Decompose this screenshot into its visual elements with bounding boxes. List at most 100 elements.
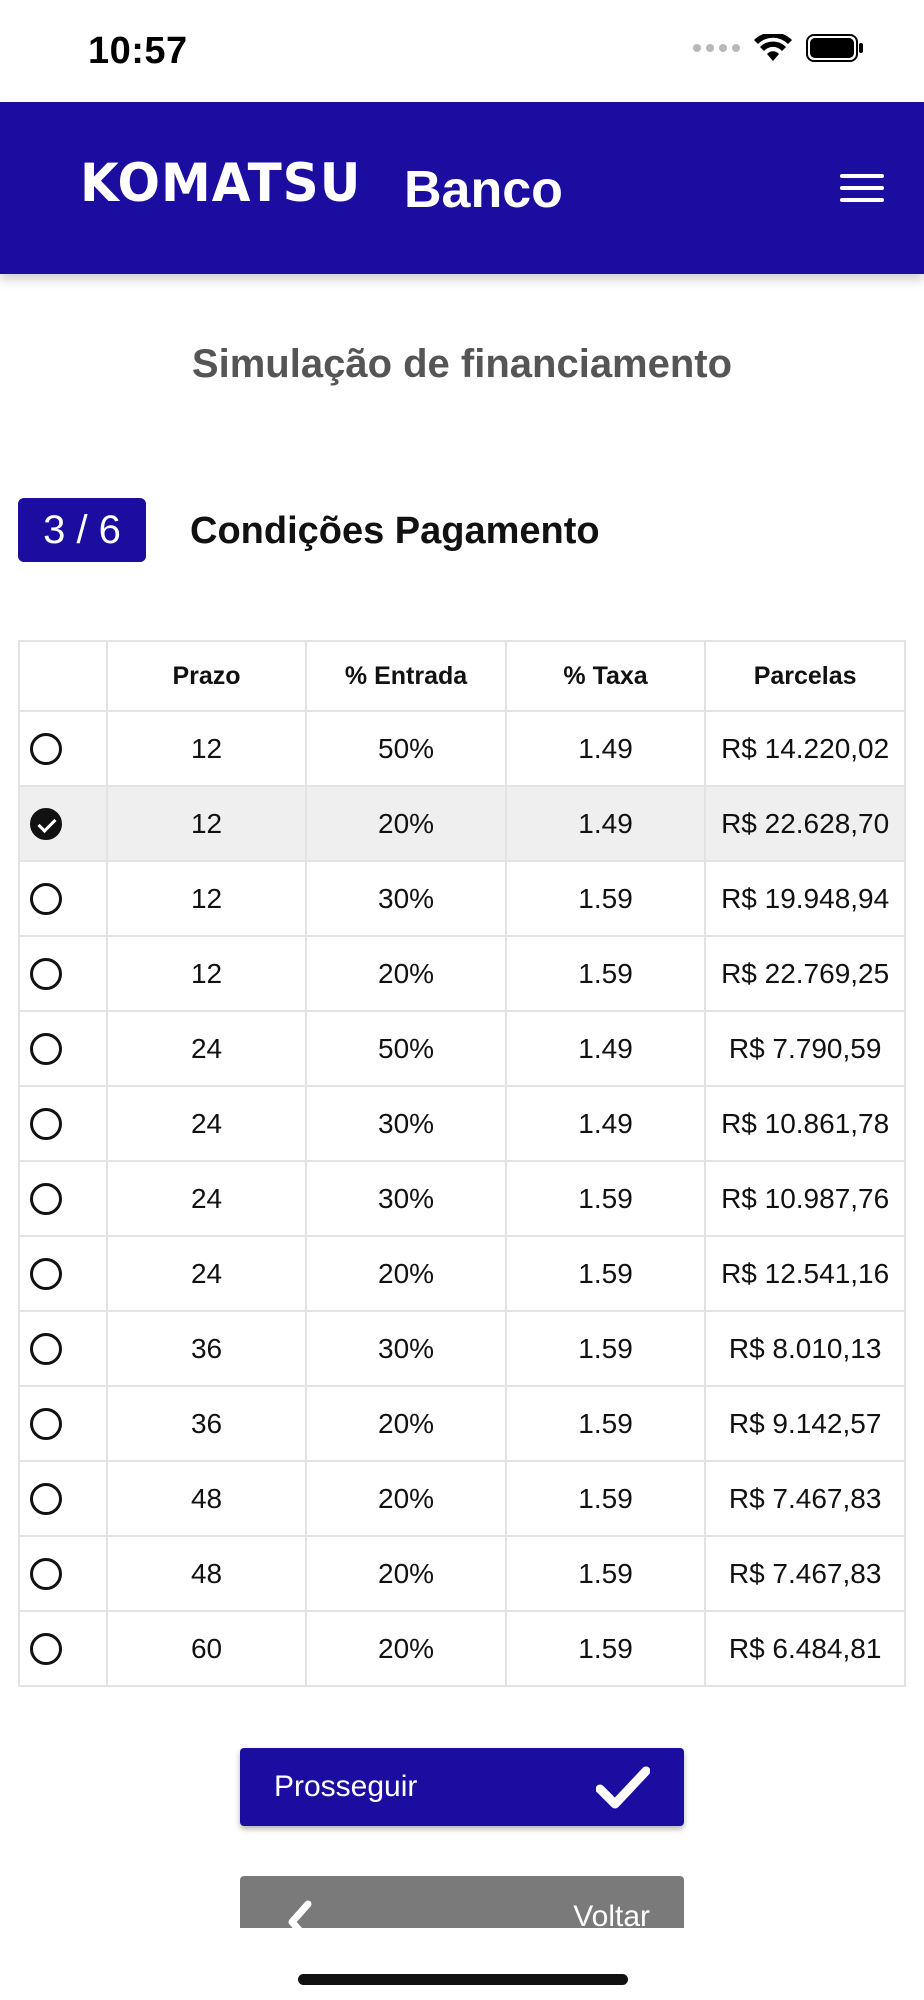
cell-prazo: 12 — [105, 935, 308, 1012]
cell-parcelas: R$ 10.861,78 — [704, 1085, 906, 1162]
table-row[interactable]: 12 20% 1.59 R$ 22.769,25 — [18, 935, 906, 1012]
cell-entrada: 20% — [305, 935, 507, 1012]
cell-taxa: 1.49 — [504, 710, 707, 787]
cell-parcelas: R$ 7.467,83 — [704, 1460, 906, 1537]
cell-taxa: 1.59 — [504, 935, 707, 1012]
cell-entrada: 20% — [305, 1385, 507, 1462]
cell-prazo: 24 — [105, 1160, 308, 1237]
radio-unchecked-icon[interactable] — [30, 1333, 62, 1366]
hamburger-menu-icon[interactable] — [840, 168, 884, 208]
checkmark-icon — [596, 1766, 650, 1809]
proceed-button-label: Prosseguir — [274, 1770, 418, 1803]
cell-taxa: 1.49 — [504, 785, 707, 862]
row-select-cell[interactable] — [18, 1160, 108, 1237]
cell-parcelas: R$ 7.790,59 — [704, 1010, 906, 1087]
cell-prazo: 36 — [105, 1385, 308, 1462]
row-select-cell[interactable] — [18, 1235, 108, 1312]
table-body: 12 50% 1.49 R$ 14.220,02 12 20% 1.49 R$ 22.628,… — [18, 710, 906, 1687]
radio-unchecked-icon[interactable] — [30, 1483, 62, 1516]
table-row[interactable]: 24 30% 1.59 R$ 10.987,76 — [18, 1160, 906, 1237]
table-row[interactable]: 48 20% 1.59 R$ 7.467,83 — [18, 1535, 906, 1612]
cell-prazo: 24 — [105, 1010, 308, 1087]
column-header-select — [18, 640, 108, 712]
brand-subtitle: Banco — [404, 161, 563, 219]
proceed-button[interactable]: Prosseguir — [240, 1748, 684, 1826]
cell-parcelas: R$ 10.987,76 — [704, 1160, 906, 1237]
table-row[interactable]: 12 30% 1.59 R$ 19.948,94 — [18, 860, 906, 937]
cell-taxa: 1.59 — [504, 1310, 707, 1387]
cellular-signal-icon — [693, 44, 740, 52]
home-indicator[interactable] — [298, 1974, 628, 1985]
cell-entrada: 20% — [305, 1535, 507, 1612]
cell-prazo: 24 — [105, 1235, 308, 1312]
row-select-cell[interactable] — [18, 1310, 108, 1387]
table-header-row: Prazo % Entrada % Taxa Parcelas — [18, 640, 906, 712]
row-select-cell[interactable] — [18, 1535, 108, 1612]
radio-unchecked-icon[interactable] — [30, 1108, 62, 1141]
row-select-cell[interactable] — [18, 1610, 108, 1687]
cell-prazo: 48 — [105, 1535, 308, 1612]
step-badge: 3 / 6 — [18, 498, 146, 562]
row-select-cell[interactable] — [18, 1460, 108, 1537]
radio-unchecked-icon[interactable] — [30, 883, 62, 916]
table-row[interactable]: 24 50% 1.49 R$ 7.790,59 — [18, 1010, 906, 1087]
back-button[interactable]: Voltar — [240, 1876, 684, 1928]
table-row[interactable]: 24 30% 1.49 R$ 10.861,78 — [18, 1085, 906, 1162]
cell-prazo: 36 — [105, 1310, 308, 1387]
radio-unchecked-icon[interactable] — [30, 733, 62, 766]
cell-parcelas: R$ 6.484,81 — [704, 1610, 906, 1687]
table-row[interactable]: 36 20% 1.59 R$ 9.142,57 — [18, 1385, 906, 1462]
cell-taxa: 1.49 — [504, 1085, 707, 1162]
row-select-cell[interactable] — [18, 710, 108, 787]
cell-prazo: 48 — [105, 1460, 308, 1537]
cell-taxa: 1.59 — [504, 1385, 707, 1462]
chevron-left-icon — [288, 1900, 312, 1928]
status-icons — [693, 34, 864, 62]
row-select-cell[interactable] — [18, 860, 108, 937]
cell-entrada: 20% — [305, 1610, 507, 1687]
cell-taxa: 1.59 — [504, 1460, 707, 1537]
column-header-prazo: Prazo — [105, 640, 308, 712]
radio-unchecked-icon[interactable] — [30, 1558, 62, 1591]
radio-checked-icon[interactable] — [30, 808, 62, 841]
row-select-cell[interactable] — [18, 1385, 108, 1462]
cell-parcelas: R$ 8.010,13 — [704, 1310, 906, 1387]
table-row[interactable]: 24 20% 1.59 R$ 12.541,16 — [18, 1235, 906, 1312]
cell-prazo: 12 — [105, 785, 308, 862]
back-button-label: Voltar — [573, 1900, 650, 1928]
row-select-cell[interactable] — [18, 1010, 108, 1087]
table-row[interactable]: 12 50% 1.49 R$ 14.220,02 — [18, 710, 906, 787]
row-select-cell[interactable] — [18, 1085, 108, 1162]
battery-icon — [806, 34, 863, 62]
cell-parcelas: R$ 7.467,83 — [704, 1535, 906, 1612]
column-header-taxa: % Taxa — [504, 640, 707, 712]
row-select-cell[interactable] — [18, 935, 108, 1012]
cell-entrada: 50% — [305, 710, 507, 787]
radio-unchecked-icon[interactable] — [30, 1408, 62, 1441]
table-row[interactable]: 48 20% 1.59 R$ 7.467,83 — [18, 1460, 906, 1537]
radio-unchecked-icon[interactable] — [30, 1633, 62, 1666]
table-row[interactable]: 36 30% 1.59 R$ 8.010,13 — [18, 1310, 906, 1387]
cell-entrada: 20% — [305, 1235, 507, 1312]
table-row[interactable]: 12 20% 1.49 R$ 22.628,70 — [18, 785, 906, 862]
radio-unchecked-icon[interactable] — [30, 1258, 62, 1291]
radio-unchecked-icon[interactable] — [30, 1033, 62, 1066]
cell-parcelas: R$ 22.769,25 — [704, 935, 906, 1012]
step-title: Condições Pagamento — [190, 510, 600, 552]
row-select-cell[interactable] — [18, 785, 108, 862]
radio-unchecked-icon[interactable] — [30, 1183, 62, 1216]
status-time: 10:57 — [88, 30, 188, 72]
cell-taxa: 1.59 — [504, 1160, 707, 1237]
radio-unchecked-icon[interactable] — [30, 958, 62, 991]
cell-prazo: 24 — [105, 1085, 308, 1162]
bottom-safe-area — [0, 1928, 924, 2000]
cell-taxa: 1.59 — [504, 1610, 707, 1687]
cell-entrada: 30% — [305, 860, 507, 937]
cell-entrada: 20% — [305, 785, 507, 862]
cell-entrada: 20% — [305, 1460, 507, 1537]
payment-conditions-table: Prazo % Entrada % Taxa Parcelas 12 50% 1.4… — [18, 640, 906, 1687]
cell-entrada: 30% — [305, 1310, 507, 1387]
cell-parcelas: R$ 12.541,16 — [704, 1235, 906, 1312]
cell-parcelas: R$ 14.220,02 — [704, 710, 906, 787]
table-row[interactable]: 60 20% 1.59 R$ 6.484,81 — [18, 1610, 906, 1687]
